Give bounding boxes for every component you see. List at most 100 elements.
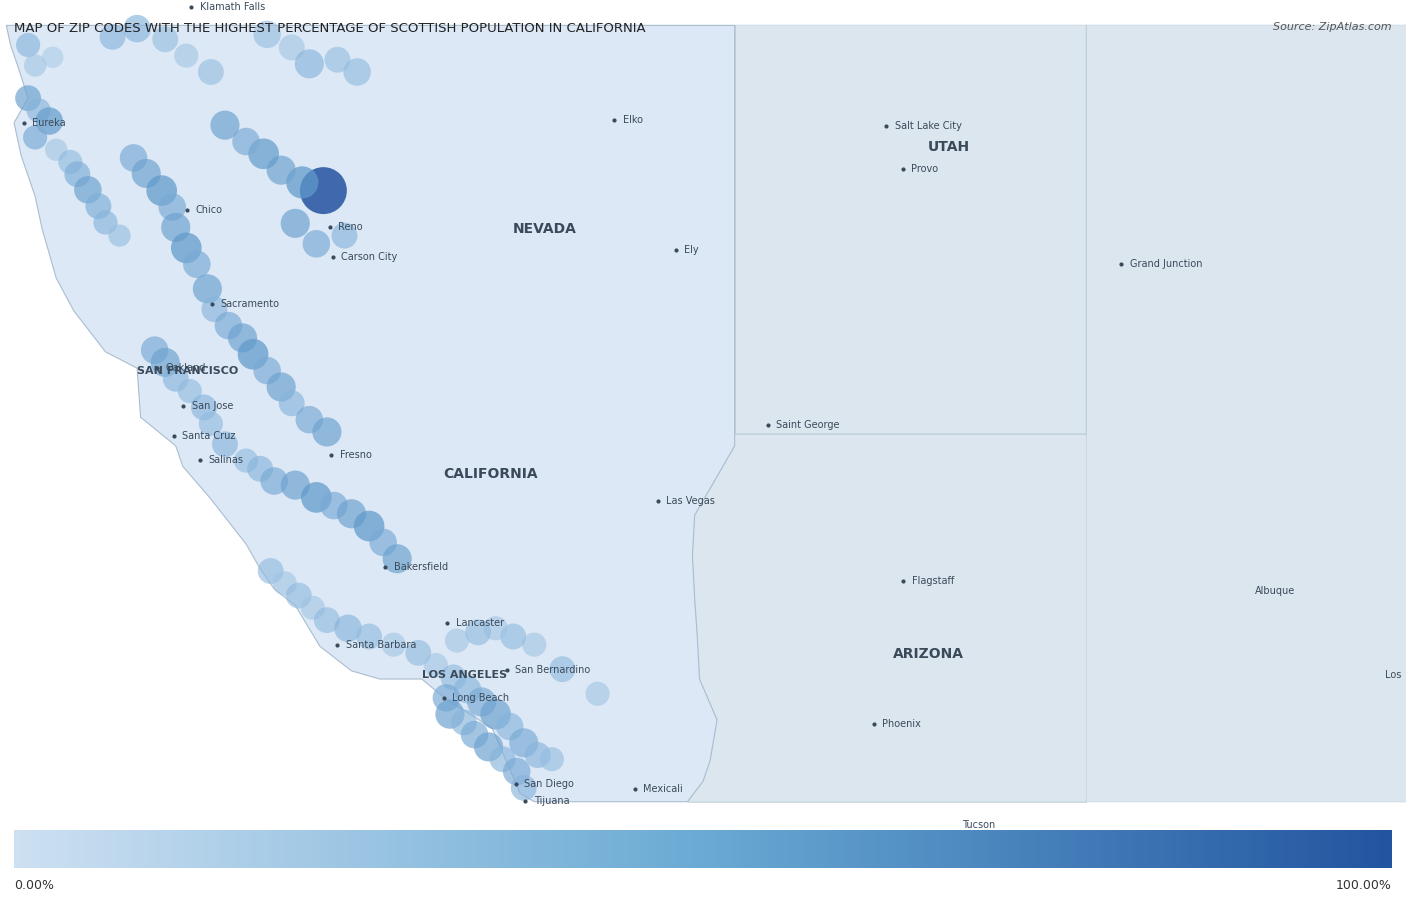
Point <box>337 621 360 636</box>
Text: Fresno: Fresno <box>340 450 371 460</box>
Point <box>270 379 292 394</box>
Point <box>76 182 98 197</box>
Point <box>153 355 176 369</box>
Text: Phoenix: Phoenix <box>883 719 921 729</box>
Text: Reno: Reno <box>339 222 363 232</box>
Text: Flagstaff: Flagstaff <box>912 576 955 586</box>
Point <box>316 613 339 628</box>
Point <box>316 424 339 439</box>
Point <box>471 695 494 709</box>
Point <box>94 216 117 230</box>
Point <box>359 629 381 644</box>
Point <box>457 682 479 697</box>
Text: Grand Junction: Grand Junction <box>1130 259 1202 269</box>
Point <box>249 461 271 476</box>
Point <box>484 707 506 721</box>
Point <box>218 318 240 333</box>
Text: Ely: Ely <box>685 245 699 254</box>
Text: Santa Cruz: Santa Cruz <box>183 431 235 441</box>
Point <box>179 384 201 398</box>
Point <box>165 371 187 386</box>
Point <box>478 740 501 754</box>
Text: Klamath Falls: Klamath Falls <box>200 2 264 12</box>
Point <box>200 416 222 431</box>
Point <box>101 30 124 44</box>
Point <box>326 52 349 67</box>
Point <box>42 50 65 65</box>
Point <box>122 151 145 165</box>
Point <box>214 437 236 451</box>
Text: UTAH: UTAH <box>928 140 970 155</box>
Text: Tijuana: Tijuana <box>534 796 569 806</box>
Point <box>24 130 46 145</box>
Point <box>298 413 321 427</box>
Text: Salt Lake City: Salt Lake City <box>896 121 962 131</box>
Point <box>45 143 67 157</box>
Text: ARIZONA: ARIZONA <box>893 647 963 662</box>
Text: MAP OF ZIP CODES WITH THE HIGHEST PERCENTAGE OF SCOTTISH POPULATION IN CALIFORNI: MAP OF ZIP CODES WITH THE HIGHEST PERCEN… <box>14 22 645 35</box>
Point <box>467 625 489 639</box>
Text: Mexicali: Mexicali <box>644 784 683 794</box>
Text: Salinas: Salinas <box>209 455 243 465</box>
Point <box>165 220 187 235</box>
Point <box>242 347 264 361</box>
Point <box>284 216 307 230</box>
Point <box>499 719 522 734</box>
Text: Sacramento: Sacramento <box>221 299 278 309</box>
Text: Provo: Provo <box>911 165 938 174</box>
Point <box>256 363 278 378</box>
Polygon shape <box>688 433 1087 802</box>
Point <box>302 601 325 615</box>
Text: San Jose: San Jose <box>193 401 233 411</box>
Point <box>346 65 368 79</box>
Point <box>24 58 46 73</box>
Point <box>38 114 60 129</box>
Text: 0.00%: 0.00% <box>14 879 53 892</box>
Point <box>28 103 51 118</box>
Point <box>298 57 321 71</box>
Text: Elko: Elko <box>623 115 643 125</box>
Text: Saint George: Saint George <box>776 421 839 431</box>
Polygon shape <box>316 25 735 679</box>
Text: Albuque: Albuque <box>1256 585 1295 596</box>
Point <box>260 564 283 578</box>
Text: Bakersfield: Bakersfield <box>394 562 447 572</box>
Point <box>523 637 546 652</box>
Point <box>66 167 89 182</box>
Text: Los: Los <box>1385 670 1402 680</box>
Point <box>551 662 574 676</box>
Text: San Diego: San Diego <box>524 779 574 788</box>
Point <box>200 65 222 79</box>
Point <box>150 183 173 198</box>
Point <box>176 241 198 255</box>
Point <box>439 707 461 721</box>
Point <box>312 183 335 198</box>
Point <box>186 257 208 271</box>
Point <box>492 752 515 766</box>
Text: Lancaster: Lancaster <box>456 618 503 628</box>
Polygon shape <box>7 25 735 802</box>
Point <box>162 200 184 214</box>
Polygon shape <box>735 25 1087 433</box>
Point <box>387 552 409 566</box>
Point <box>443 670 465 684</box>
Text: Oakland: Oakland <box>166 363 205 373</box>
Text: NEVADA: NEVADA <box>513 222 576 236</box>
Point <box>586 687 609 701</box>
Point <box>284 478 307 493</box>
Text: Las Vegas: Las Vegas <box>666 496 716 506</box>
Point <box>484 621 506 636</box>
Point <box>288 588 311 602</box>
Point <box>263 474 285 488</box>
Point <box>506 764 529 779</box>
Text: LOS ANGELES: LOS ANGELES <box>422 670 508 680</box>
Point <box>408 645 430 660</box>
Point <box>270 163 292 177</box>
Text: Chico: Chico <box>195 205 222 215</box>
Point <box>464 727 486 742</box>
Point <box>281 40 304 55</box>
Text: San Bernardino: San Bernardino <box>516 665 591 675</box>
Point <box>453 716 475 730</box>
Point <box>373 535 395 549</box>
Point <box>153 32 176 47</box>
